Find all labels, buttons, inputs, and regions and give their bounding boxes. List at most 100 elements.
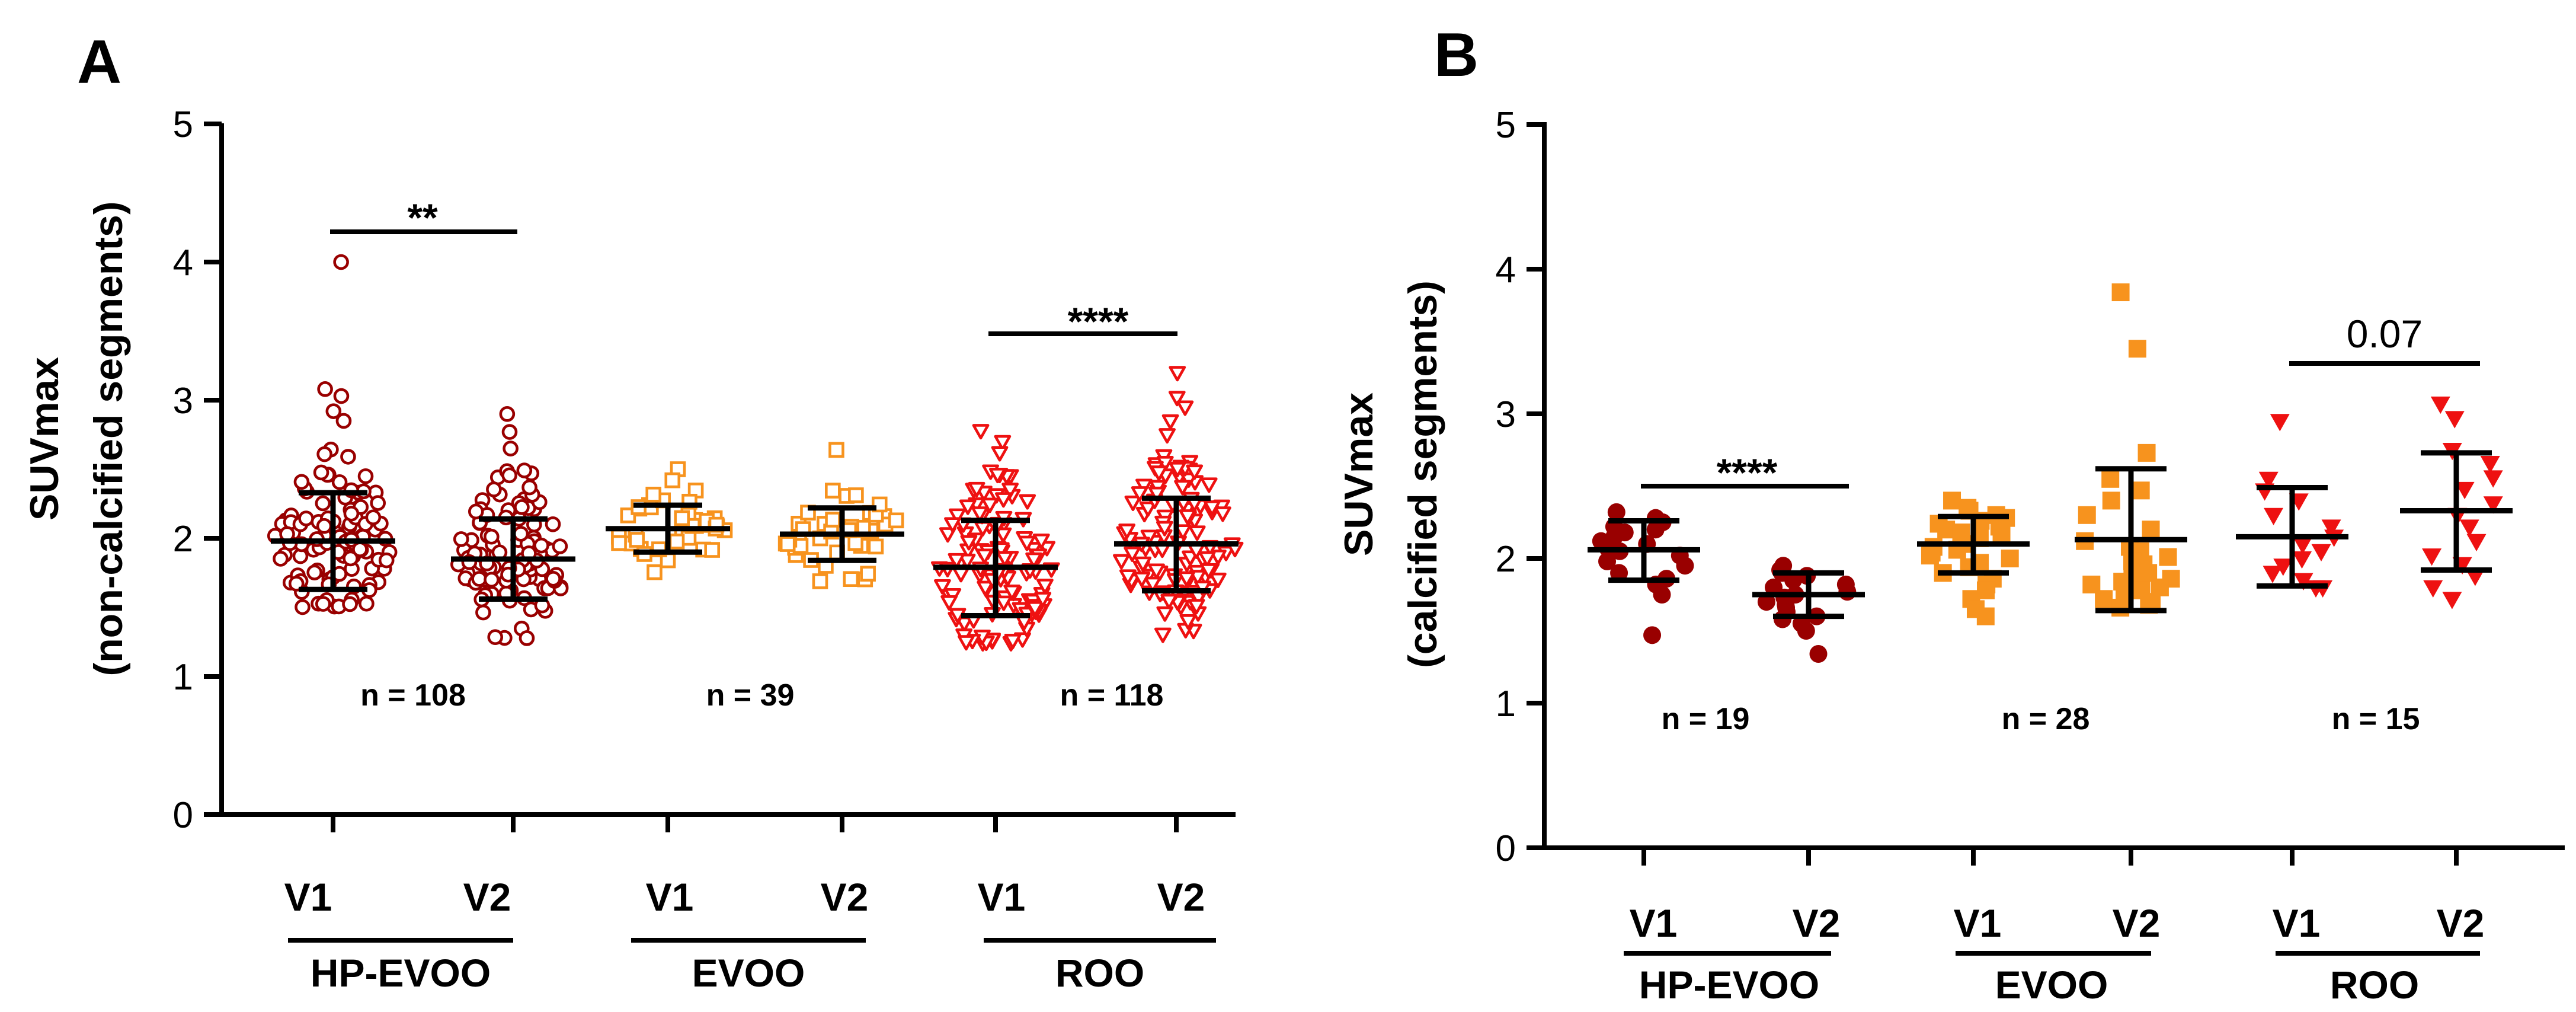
panel-a-point-0-83 [316, 446, 332, 462]
panel-a-point-1-105 [499, 406, 516, 422]
panel-a-letter: A [77, 28, 121, 97]
panel-b-sig-label-0: **** [1717, 451, 1778, 494]
panel-a-point-2-38 [664, 472, 681, 489]
panel-a-point-1-50 [519, 630, 535, 646]
panel-b-mean-sd-bars [1588, 450, 2513, 620]
panel-b: B SUVmax (calcified segments) 0 1 2 3 4 … [1336, 21, 2565, 1007]
panel-a-point-4-80 [958, 553, 976, 569]
panel-b-point-2-8 [1937, 521, 1956, 539]
panel-a-point-5-87 [1150, 465, 1168, 481]
panel-b-group-labels: HP-EVOO EVOO ROO [1624, 951, 2480, 1007]
panel-a-cat-label-4: V1 [978, 875, 1026, 919]
panel-b-point-4-1 [2258, 471, 2279, 490]
panel-b-point-3-6 [2078, 506, 2096, 524]
panel-a-significance: ** **** [330, 196, 1177, 343]
panel-a-point-1-99 [513, 526, 529, 542]
panel-a-cat-label-1: V2 [463, 875, 511, 919]
panel-b-n-label-0: n = 19 [1662, 702, 1750, 736]
panel-a-point-5-34 [1139, 501, 1157, 517]
panel-b-point-5-13 [2423, 580, 2443, 598]
panel-a-point-5-13 [1154, 627, 1172, 643]
panel-a-ytick-label-2: 2 [173, 519, 193, 560]
panel-a-point-1-46 [545, 516, 561, 532]
panel-b-cat-label-1: V2 [1793, 901, 1841, 945]
panel-a-point-2-31 [647, 564, 663, 580]
panel-a-point-5-94 [1188, 525, 1206, 541]
panel-b-point-5-14 [2442, 592, 2462, 609]
panel-b-ytick-label-2: 2 [1496, 539, 1516, 580]
panel-b-point-5-12 [2465, 569, 2485, 586]
panel-a-point-5-93 [1179, 614, 1197, 630]
panel-a-point-4-51 [1004, 633, 1022, 650]
panel-a-group-label-0: HP-EVOO [311, 951, 491, 995]
panel-a-yaxis: 0 1 2 3 4 5 [173, 104, 224, 836]
panel-b-letter: B [1434, 21, 1479, 90]
panel-a-point-3-32 [779, 536, 796, 552]
panel-a-point-5-56 [1113, 554, 1130, 570]
panel-b-point-0-17 [1653, 586, 1671, 604]
panel-b-point-3-1 [2128, 340, 2146, 358]
panel-a-point-5-98 [1177, 571, 1195, 587]
panel-a-point-0-103 [333, 254, 349, 270]
panel-a-point-5-85 [1148, 563, 1165, 579]
panel-a-point-4-109 [971, 506, 988, 522]
panel-a-point-0-95 [342, 596, 358, 612]
panel-a-point-4-65 [1025, 552, 1042, 568]
panel-b-point-3-24 [2095, 590, 2113, 608]
panel-b-point-1-15 [1773, 610, 1791, 628]
panel-b-category-labels: V1 V2 V1 V2 V1 V2 [1630, 901, 2485, 945]
panel-b-point-5-5 [2455, 481, 2475, 500]
panel-a-n-label-1: n = 39 [706, 678, 795, 713]
panel-a-point-0-104 [317, 381, 333, 397]
panel-b-point-4-5 [2321, 519, 2341, 537]
panel-b-cat-label-3: V2 [2113, 901, 2161, 945]
panel-a-point-5-40 [1119, 569, 1137, 585]
panel-a-point-4-108 [944, 517, 961, 533]
panel-b-sig-label-1: 0.07 [2347, 312, 2423, 356]
panel-a-sig-label-0: ** [407, 196, 438, 240]
panel-b-group-label-2: ROO [2330, 963, 2419, 1007]
panel-a-point-5-65 [1118, 523, 1136, 539]
panel-a-point-3-24 [825, 512, 841, 528]
panel-a-point-5-105 [1179, 509, 1196, 525]
panel-a-point-4-98 [994, 492, 1012, 508]
panel-a-point-1-107 [503, 440, 519, 456]
panel-a-point-4-37 [994, 527, 1012, 543]
panel-b-group-label-1: EVOO [1995, 963, 2108, 1007]
panel-b-point-3-2 [2137, 443, 2156, 462]
panel-a-point-4-92 [948, 553, 965, 569]
panel-a-n-label-0: n = 108 [360, 678, 466, 713]
panel-a-point-1-72 [453, 531, 469, 547]
panel-a-point-5-42 [1214, 506, 1231, 522]
panel-a-point-5-79 [1186, 464, 1204, 480]
panel-b-point-5-9 [2466, 534, 2487, 551]
panel-a-xticks [331, 815, 1179, 832]
panel-a-point-5-99 [1198, 551, 1216, 567]
panel-a-point-2-23 [668, 534, 685, 550]
panel-b-point-4-12 [2293, 573, 2313, 590]
panel-b-point-4-11 [2263, 566, 2283, 583]
panel-a-point-2-35 [611, 535, 627, 551]
panel-a-point-5-113 [1169, 366, 1186, 382]
panel-a-point-4-71 [1032, 533, 1050, 550]
panel-b-point-0-0 [1607, 503, 1625, 521]
panel-b-ytick-label-5: 5 [1496, 105, 1516, 146]
panel-b-xticks [1641, 848, 2459, 866]
panel-a-point-0-100 [365, 509, 382, 525]
panel-a-point-1-89 [533, 537, 549, 554]
panel-b-n-labels: n = 19 n = 28 n = 15 [1662, 702, 2420, 736]
panel-a-point-3-20 [860, 566, 876, 582]
panel-a-point-5-116 [1161, 414, 1179, 430]
panel-b-point-5-1 [2444, 411, 2465, 429]
panel-b-ylabel-line2: (calcified segments) [1400, 280, 1445, 668]
panel-a-point-5-17 [1156, 606, 1174, 622]
panel-a-point-4-93 [968, 481, 985, 497]
panel-a-point-4-101 [1034, 592, 1052, 608]
panel-a-cat-label-0: V1 [284, 875, 332, 919]
panel-b-cat-label-0: V1 [1630, 901, 1678, 945]
panel-b-ytick-label-0: 0 [1496, 828, 1516, 869]
panel-a-n-labels: n = 108 n = 39 n = 118 [360, 678, 1163, 713]
panel-a-point-0-87 [298, 510, 314, 526]
panel-a-point-4-91 [957, 635, 975, 651]
panel-a-point-5-47 [1124, 495, 1142, 512]
